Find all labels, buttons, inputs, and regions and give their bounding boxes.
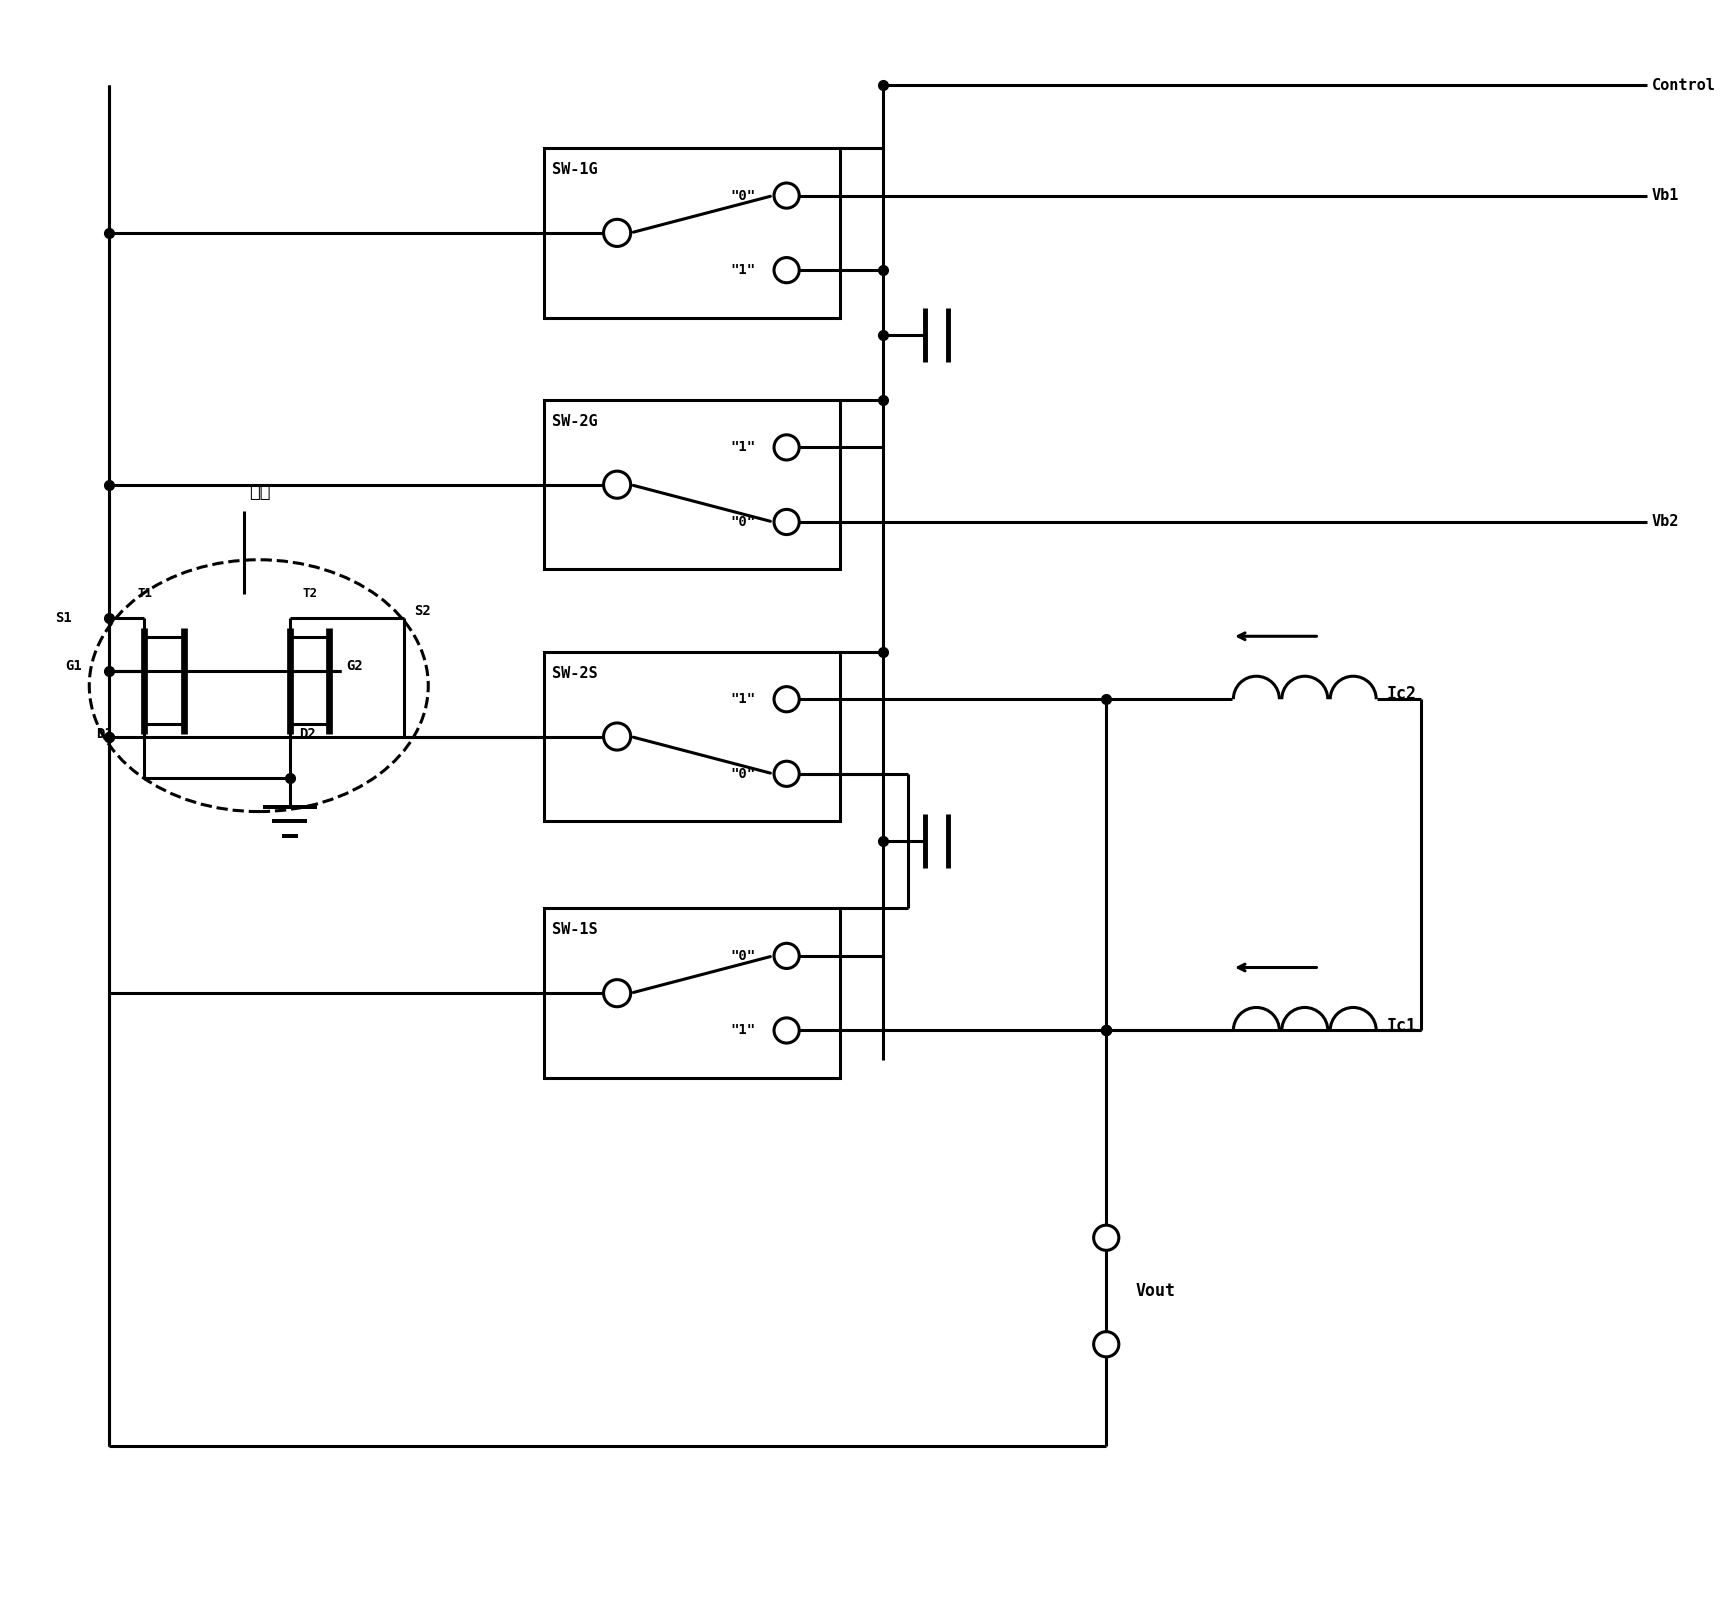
Text: Vb2: Vb2: [1652, 514, 1678, 530]
Text: SW-2S: SW-2S: [553, 666, 598, 680]
Text: "1": "1": [731, 692, 756, 706]
Circle shape: [1094, 1225, 1118, 1250]
Text: SW-1G: SW-1G: [553, 161, 598, 177]
Text: S1: S1: [55, 612, 72, 624]
Circle shape: [1094, 1332, 1118, 1357]
Circle shape: [603, 723, 631, 751]
Circle shape: [603, 471, 631, 498]
Text: T2: T2: [302, 588, 317, 600]
Bar: [544, 149, 839, 318]
Text: Ic1: Ic1: [1387, 1017, 1416, 1035]
Text: 探头: 探头: [250, 482, 271, 501]
Text: Control: Control: [1652, 78, 1716, 93]
Circle shape: [603, 219, 631, 246]
Circle shape: [774, 1017, 799, 1043]
Text: "0": "0": [731, 949, 756, 963]
Text: Vb1: Vb1: [1652, 188, 1678, 203]
Text: "1": "1": [731, 1024, 756, 1038]
Text: "0": "0": [731, 188, 756, 203]
Circle shape: [774, 687, 799, 712]
Circle shape: [603, 979, 631, 1006]
Circle shape: [774, 944, 799, 968]
Circle shape: [774, 257, 799, 283]
Text: SW-1S: SW-1S: [553, 921, 598, 937]
Circle shape: [774, 434, 799, 460]
Circle shape: [774, 184, 799, 208]
Circle shape: [774, 509, 799, 535]
Circle shape: [774, 762, 799, 786]
Text: SW-2G: SW-2G: [553, 414, 598, 428]
Bar: [544, 652, 839, 821]
Bar: [544, 399, 839, 570]
Text: G2: G2: [346, 660, 362, 674]
Text: G1: G1: [65, 660, 81, 674]
Text: D1: D1: [96, 727, 112, 741]
Text: "1": "1": [731, 441, 756, 455]
Text: "0": "0": [731, 767, 756, 781]
Text: D2: D2: [300, 727, 317, 741]
Text: "1": "1": [731, 264, 756, 278]
Text: "0": "0": [731, 514, 756, 529]
Bar: [544, 909, 839, 1078]
Text: Vout: Vout: [1135, 1282, 1175, 1300]
Text: T1: T1: [138, 588, 153, 600]
Text: S2: S2: [414, 604, 431, 618]
Text: Ic2: Ic2: [1387, 685, 1416, 703]
